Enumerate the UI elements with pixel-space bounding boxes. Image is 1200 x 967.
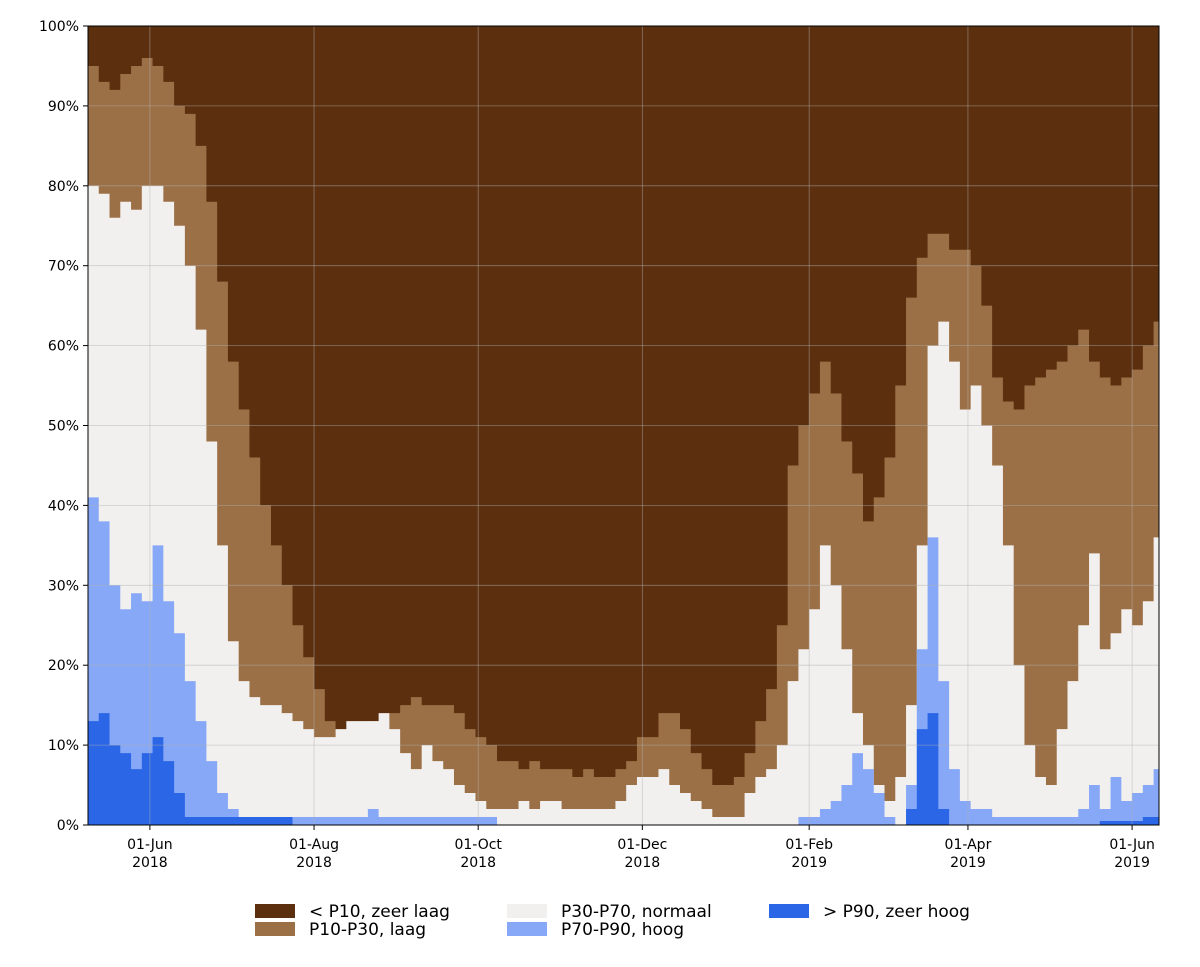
x-tick-year: 2019 xyxy=(1114,855,1150,871)
y-tick-label: 0% xyxy=(57,818,79,834)
area-p70-p90 xyxy=(88,497,1159,825)
y-tick-label: 20% xyxy=(48,658,79,674)
x-tick-year: 2018 xyxy=(460,855,496,871)
y-axis: 0% 10% 20% 30% 40% 50% 60% 70% 80% 90% 100% xyxy=(39,19,88,834)
x-tick-label: 01-Feb xyxy=(785,837,833,853)
x-tick-label: 01-Apr xyxy=(945,837,992,853)
y-tick-label: 100% xyxy=(39,19,79,35)
x-tick-year: 2018 xyxy=(296,855,332,871)
legend-swatch xyxy=(255,904,295,918)
legend-swatch xyxy=(507,922,547,936)
x-tick-label: 01-Oct xyxy=(454,837,502,853)
legend-swatch xyxy=(769,904,809,918)
y-tick-label: 30% xyxy=(48,578,79,594)
legend-label: P30-P70, normaal xyxy=(561,902,712,922)
legend-label: > P90, zeer hoog xyxy=(823,902,970,922)
legend-label: P70-P90, hoog xyxy=(561,920,684,940)
area-p10-p30 xyxy=(88,57,1159,825)
x-tick-label: 01-Jun xyxy=(1109,837,1155,853)
y-tick-label: 70% xyxy=(48,259,79,275)
y-tick-label: 80% xyxy=(48,179,79,195)
y-tick-label: 60% xyxy=(48,339,79,355)
y-tick-label: 10% xyxy=(48,738,79,754)
legend-swatch xyxy=(255,922,295,936)
x-tick-year: 2018 xyxy=(132,855,168,871)
legend-swatch xyxy=(507,904,547,918)
x-tick-year: 2019 xyxy=(791,855,827,871)
legend-label: P10-P30, laag xyxy=(309,920,426,940)
y-tick-label: 40% xyxy=(48,498,79,514)
x-tick-label: 01-Dec xyxy=(617,837,667,853)
x-tick-year: 2019 xyxy=(950,855,986,871)
y-tick-label: 90% xyxy=(48,99,79,115)
x-tick-label: 01-Aug xyxy=(289,837,339,853)
legend-label: < P10, zeer laag xyxy=(309,902,450,922)
x-tick-year: 2018 xyxy=(625,855,661,871)
y-tick-label: 50% xyxy=(48,419,79,435)
x-axis: 01-Jun 2018 01-Aug 2018 01-Oct 2018 01-Dec 2018… xyxy=(127,825,1155,871)
x-tick-label: 01-Jun xyxy=(127,837,173,853)
